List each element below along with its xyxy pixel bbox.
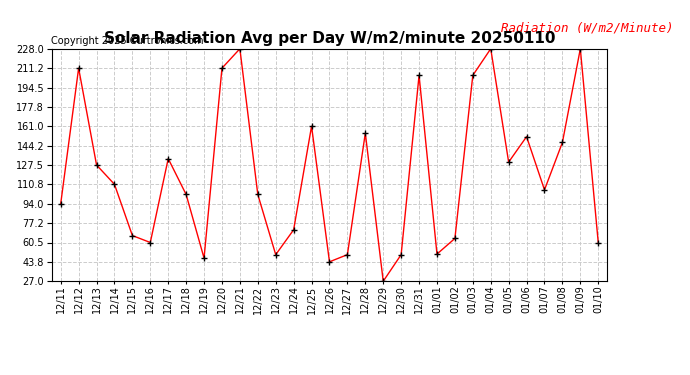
Title: Solar Radiation Avg per Day W/m2/minute 20250110: Solar Radiation Avg per Day W/m2/minute … [104,31,555,46]
Text: Copyright 2025 Curtronics.com: Copyright 2025 Curtronics.com [51,36,204,46]
Text: Radiation (W/m2/Minute): Radiation (W/m2/Minute) [502,22,674,35]
